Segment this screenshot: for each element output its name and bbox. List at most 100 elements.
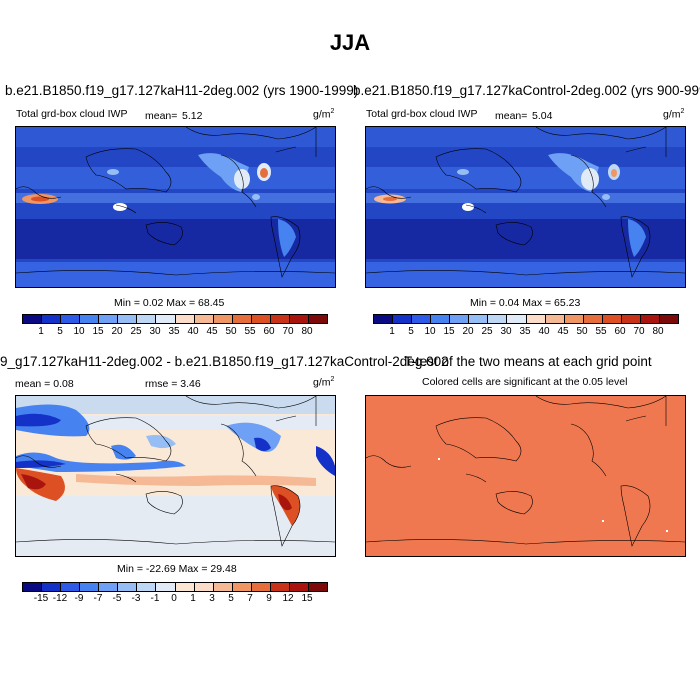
panel2-var-label: Total grd-box cloud IWP bbox=[366, 108, 478, 120]
panel4-title: T-test of the two means at each grid poi… bbox=[404, 354, 652, 369]
colorbar-box bbox=[412, 315, 432, 323]
colorbar-box bbox=[61, 315, 81, 323]
colorbar-label: 15 bbox=[92, 326, 104, 337]
panel1-map-graphic bbox=[16, 127, 335, 287]
colorbar-label: 80 bbox=[301, 326, 313, 337]
panel1-minmax: Min = 0.02 Max = 68.45 bbox=[114, 297, 225, 309]
colorbar-label: 55 bbox=[244, 326, 256, 337]
colorbar-label: 45 bbox=[557, 326, 569, 337]
colorbar-label: 5 bbox=[57, 326, 63, 337]
panel1-colorbar bbox=[22, 314, 328, 324]
colorbar-label: 3 bbox=[209, 593, 215, 604]
colorbar-label: 1 bbox=[389, 326, 395, 337]
panel2-title: b.e21.B1850.f19_g17.127kaControl-2deg.00… bbox=[353, 83, 700, 98]
colorbar-box bbox=[175, 583, 195, 591]
colorbar-box bbox=[194, 583, 214, 591]
panel1-map bbox=[15, 126, 336, 288]
colorbar-box bbox=[431, 315, 451, 323]
colorbar-label: 55 bbox=[595, 326, 607, 337]
colorbar-label: 50 bbox=[225, 326, 237, 337]
colorbar-box bbox=[621, 315, 641, 323]
colorbar-label: 40 bbox=[187, 326, 199, 337]
colorbar-label: 20 bbox=[462, 326, 474, 337]
colorbar-box bbox=[99, 583, 119, 591]
panel1-colorbar-labels: 1 5 10 15 20 25 30 35 40 45 50 55 60 70 80 bbox=[22, 326, 326, 338]
panel1-mean-value: 5.12 bbox=[182, 110, 203, 122]
colorbar-box bbox=[137, 315, 157, 323]
panel2-map bbox=[365, 126, 686, 288]
panel4-subtitle: Colored cells are significant at the 0.0… bbox=[422, 376, 628, 388]
colorbar-label: 12 bbox=[282, 593, 294, 604]
colorbar-label: 10 bbox=[424, 326, 436, 337]
panel3-units: g/m2 bbox=[313, 376, 335, 389]
colorbar-box bbox=[450, 315, 470, 323]
colorbar-label: 50 bbox=[576, 326, 588, 337]
colorbar-box bbox=[61, 583, 81, 591]
colorbar-box bbox=[99, 315, 119, 323]
colorbar-box bbox=[194, 315, 214, 323]
panel3-colorbar bbox=[22, 582, 328, 592]
colorbar-label: -12 bbox=[52, 593, 68, 604]
colorbar-label: 15 bbox=[443, 326, 455, 337]
panel3-mean: mean = 0.08 bbox=[15, 378, 74, 390]
colorbar-box bbox=[374, 315, 394, 323]
colorbar-label: 60 bbox=[263, 326, 275, 337]
panel2-minmax: Min = 0.04 Max = 65.23 bbox=[470, 297, 581, 309]
colorbar-box bbox=[488, 315, 508, 323]
panel2-colorbar bbox=[373, 314, 679, 324]
panel3-title: 9_g17.127kaH11-2deg.002 - b.e21.B1850.f1… bbox=[0, 354, 449, 369]
panel3-minmax: Min = -22.69 Max = 29.48 bbox=[117, 563, 237, 575]
colorbar-box bbox=[289, 583, 309, 591]
panel4-map bbox=[365, 395, 686, 557]
colorbar-label: 35 bbox=[168, 326, 180, 337]
colorbar-label: 1 bbox=[190, 593, 196, 604]
colorbar-box bbox=[23, 315, 43, 323]
colorbar-box bbox=[507, 315, 527, 323]
colorbar-label: 7 bbox=[247, 593, 253, 604]
colorbar-label: 25 bbox=[130, 326, 142, 337]
panel1-units: g/m2 bbox=[313, 108, 335, 121]
colorbar-label: 45 bbox=[206, 326, 218, 337]
colorbar-box bbox=[545, 315, 565, 323]
colorbar-label: 10 bbox=[73, 326, 85, 337]
colorbar-label: 5 bbox=[408, 326, 414, 337]
colorbar-box bbox=[213, 315, 233, 323]
colorbar-box bbox=[640, 315, 660, 323]
colorbar-box bbox=[289, 315, 309, 323]
colorbar-box bbox=[232, 583, 252, 591]
colorbar-label: 30 bbox=[149, 326, 161, 337]
colorbar-box bbox=[308, 315, 327, 323]
colorbar-box bbox=[583, 315, 603, 323]
colorbar-label: 30 bbox=[500, 326, 512, 337]
colorbar-box bbox=[564, 315, 584, 323]
colorbar-box bbox=[42, 315, 62, 323]
colorbar-label: 25 bbox=[481, 326, 493, 337]
colorbar-box bbox=[270, 315, 290, 323]
colorbar-box bbox=[118, 315, 138, 323]
panel2-mean-value: 5.04 bbox=[532, 110, 553, 122]
panel3-map-graphic bbox=[16, 396, 335, 556]
colorbar-box bbox=[659, 315, 678, 323]
colorbar-label: 15 bbox=[301, 593, 313, 604]
colorbar-box bbox=[526, 315, 546, 323]
colorbar-box bbox=[80, 583, 100, 591]
figure-title: JJA bbox=[329, 30, 371, 55]
panel1-var-label: Total grd-box cloud IWP bbox=[16, 108, 128, 120]
colorbar-box bbox=[602, 315, 622, 323]
colorbar-box bbox=[251, 315, 271, 323]
colorbar-label: 40 bbox=[538, 326, 550, 337]
colorbar-label: 70 bbox=[633, 326, 645, 337]
panel3-colorbar-labels: -15 -12 -9 -7 -5 -3 -1 0 1 3 5 7 9 12 15 bbox=[22, 593, 326, 605]
panel2-units: g/m2 bbox=[663, 108, 685, 121]
colorbar-box bbox=[42, 583, 62, 591]
colorbar-label: -9 bbox=[74, 593, 84, 604]
colorbar-box bbox=[270, 583, 290, 591]
panel2-colorbar-labels: 1 5 10 15 20 25 30 35 40 45 50 55 60 70 80 bbox=[373, 326, 677, 338]
colorbar-box bbox=[137, 583, 157, 591]
colorbar-label: 35 bbox=[519, 326, 531, 337]
colorbar-label: -15 bbox=[33, 593, 49, 604]
panel1-mean-label: mean= bbox=[145, 110, 178, 122]
panel3-map bbox=[15, 395, 336, 557]
colorbar-box bbox=[80, 315, 100, 323]
colorbar-box bbox=[118, 583, 138, 591]
